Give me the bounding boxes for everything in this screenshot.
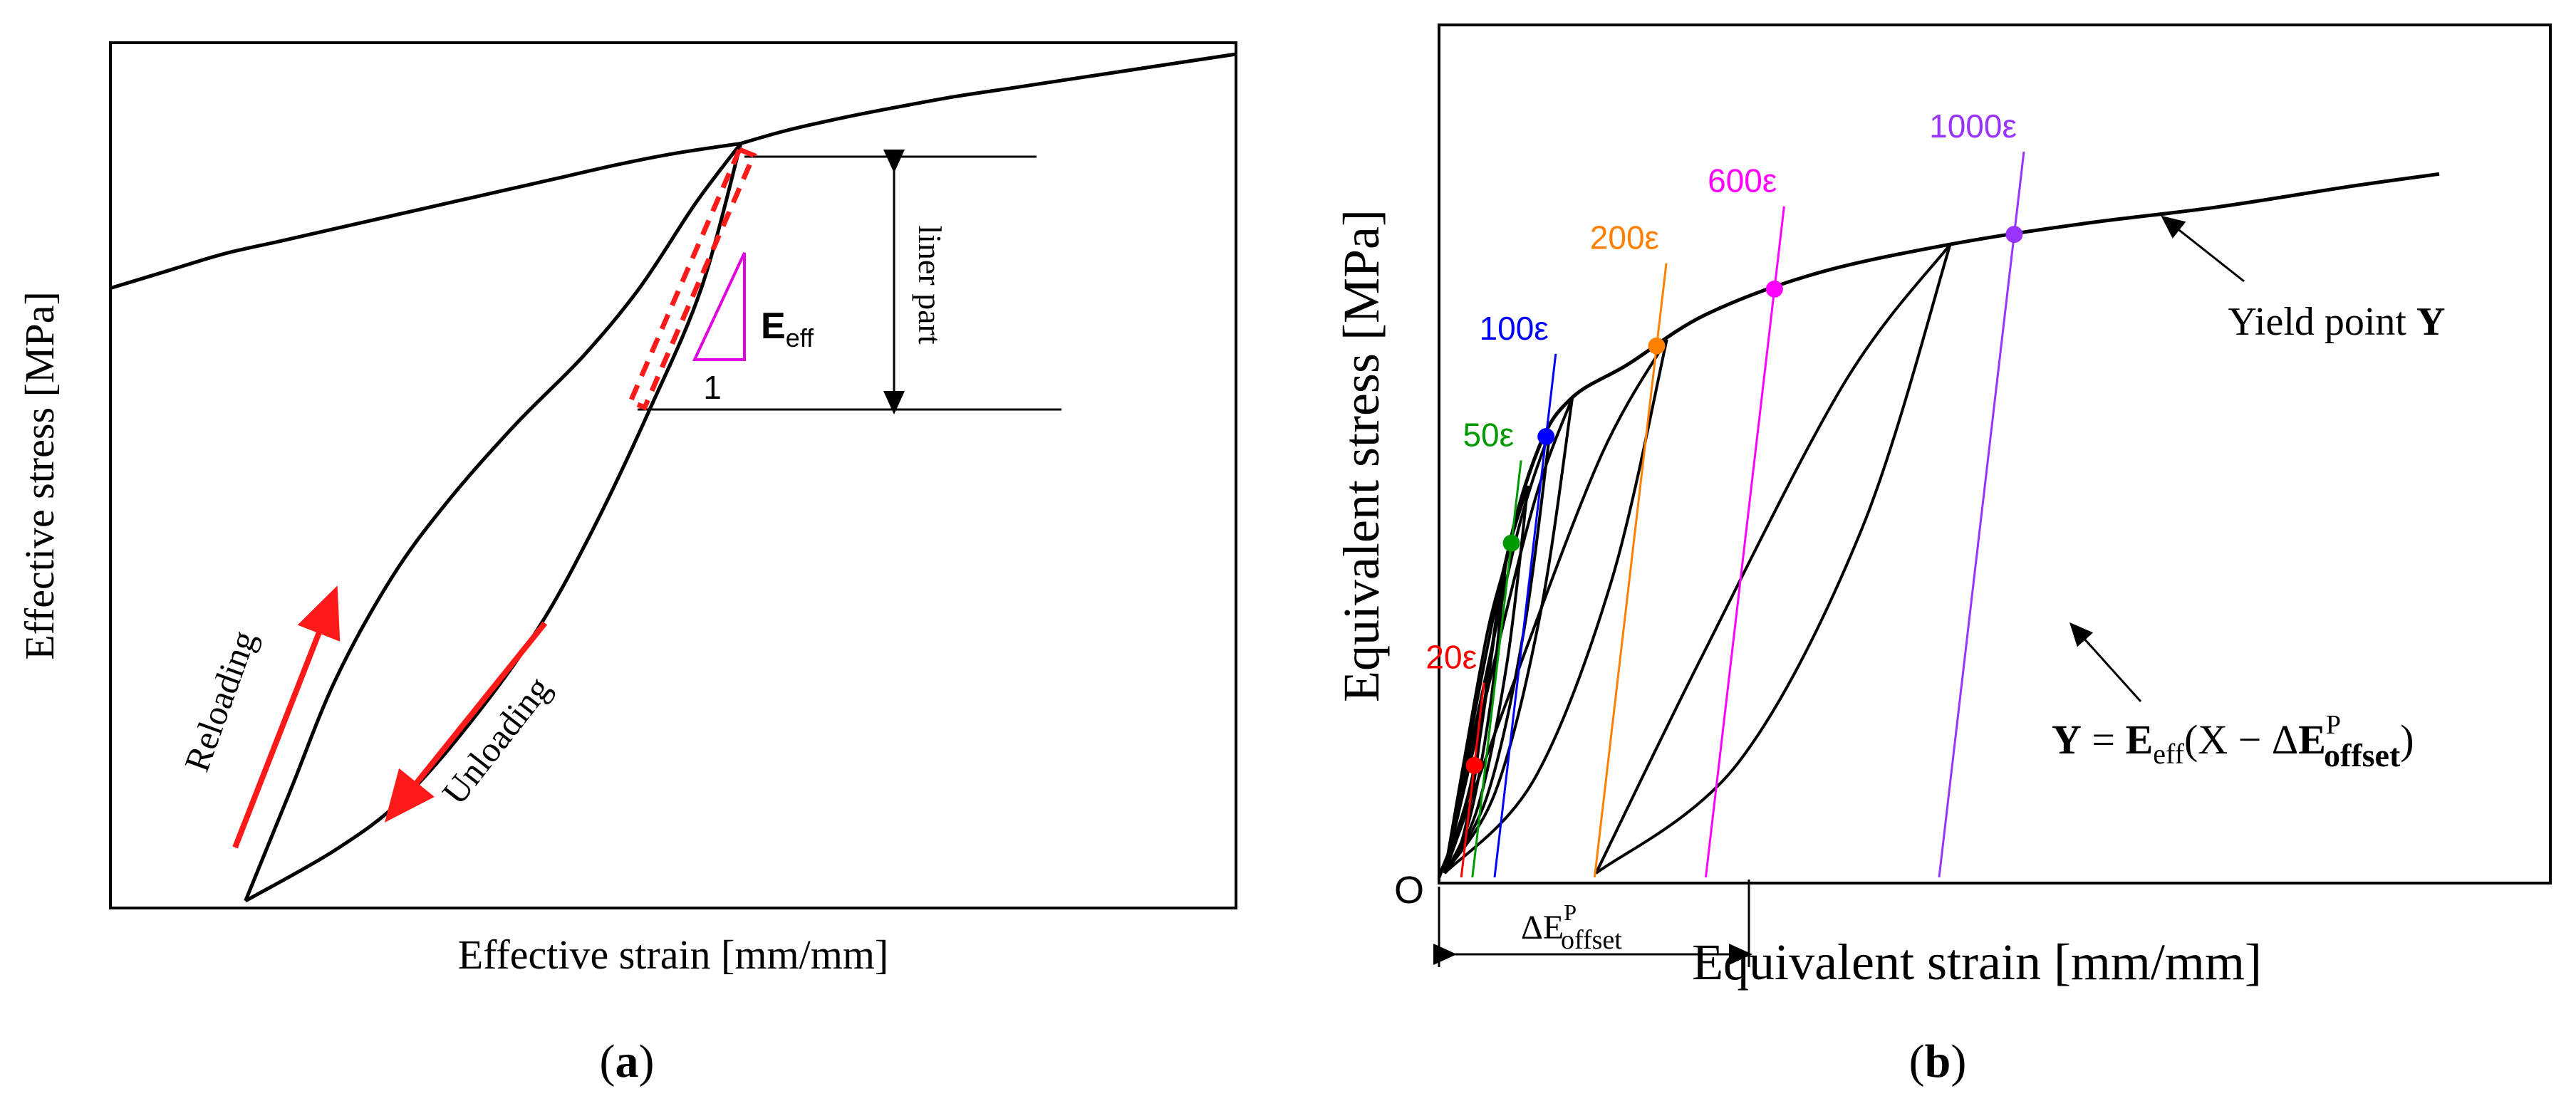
offset-line-label-20ε: 20ε: [1425, 639, 1477, 676]
curve-unloading: [244, 142, 743, 903]
reload-branch-3: [1443, 429, 1552, 874]
panel-a-y-axis-label: Effective stress [MPa]: [16, 291, 63, 660]
modulus-label: Eeff: [761, 306, 814, 353]
reload-branch-6: [1594, 243, 1952, 875]
envelope-curve: [1437, 172, 2440, 878]
unloading-arrow: [384, 621, 548, 823]
reload-branch-4: [1443, 397, 1574, 874]
panel-b-plot-frame: [1438, 24, 2552, 885]
offset-line-600ε: [1704, 206, 1785, 878]
formula-arrow: [2069, 622, 2142, 703]
linear-part-label: liner part: [912, 225, 948, 345]
panel-a-label: (a): [600, 1035, 655, 1087]
slope-triangle: [692, 252, 746, 361]
offset-line-1000ε: [1938, 151, 2025, 878]
reloading-arrow: [232, 585, 341, 849]
panel-b-label: (b): [1909, 1035, 1967, 1087]
yield-point-20ε: [1465, 756, 1483, 774]
yield-point-50ε: [1502, 534, 1520, 552]
yield-point-600ε: [1765, 280, 1783, 298]
offset-line-50ε: [1471, 460, 1522, 878]
panel-a-curves: [110, 52, 1237, 903]
offset-line-label-200ε: 200ε: [1590, 219, 1659, 256]
curve-continued-loading: [740, 52, 1237, 145]
offset-line-label-600ε: 600ε: [1708, 162, 1777, 199]
panel-a-plot-frame: [109, 41, 1237, 909]
slope-run-label: 1: [703, 369, 722, 406]
unload-branch-4: [1443, 397, 1574, 875]
unload-branch-3: [1443, 430, 1552, 875]
offset-line-label-100ε: 100ε: [1480, 310, 1549, 347]
panel-b-offset-lines: [1460, 151, 2025, 878]
origin-label: O: [1394, 869, 1424, 912]
linear-region-dashed-box: [627, 146, 757, 411]
yield-point-100ε: [1537, 428, 1555, 446]
offset-line-label-1000ε: 1000ε: [1929, 108, 2017, 145]
yield-point-200ε: [1648, 337, 1666, 355]
reloading-label: Reloading: [177, 625, 264, 776]
panel-b-hysteresis-loops: [1437, 172, 2440, 878]
yield-point-1000ε: [2005, 226, 2023, 244]
offset-line-formula: Y = Eeff(X − ΔEP offset): [2052, 710, 2414, 773]
panel-b-y-axis-label: Equivalent stress [MPa]: [1333, 209, 1390, 702]
panel-b-offset-labels: 20ε 50ε 100ε 200ε 600ε 1000ε: [1425, 108, 2017, 676]
offset-line-label-50ε: 50ε: [1463, 416, 1514, 453]
offset-dim-label: ΔEP offset: [1521, 899, 1622, 955]
yield-point-arrow: [2161, 215, 2245, 283]
panel-b-chart: 20ε 50ε 100ε 200ε 600ε 1000ε O ΔEP offset Yiel…: [1333, 24, 2552, 1087]
offset-line-200ε: [1593, 263, 1668, 878]
offset-line-20ε: [1460, 682, 1485, 878]
unload-branch-6: [1595, 244, 1952, 875]
panel-b-x-axis-label: Equivalent strain [mm/mm]: [1692, 934, 2262, 991]
reload-branch-5: [1443, 338, 1668, 874]
curve-reloading: [244, 142, 742, 902]
yield-point-label: Yield point Y: [2228, 300, 2446, 344]
panel-b-yield-points: [1465, 226, 2023, 774]
curve-loading: [110, 142, 742, 290]
panel-a-x-axis-label: Effective strain [mm/mm]: [458, 932, 889, 978]
panel-a-chart: liner part 1 Eeff Reloading Unloading Ef…: [16, 41, 1237, 1087]
